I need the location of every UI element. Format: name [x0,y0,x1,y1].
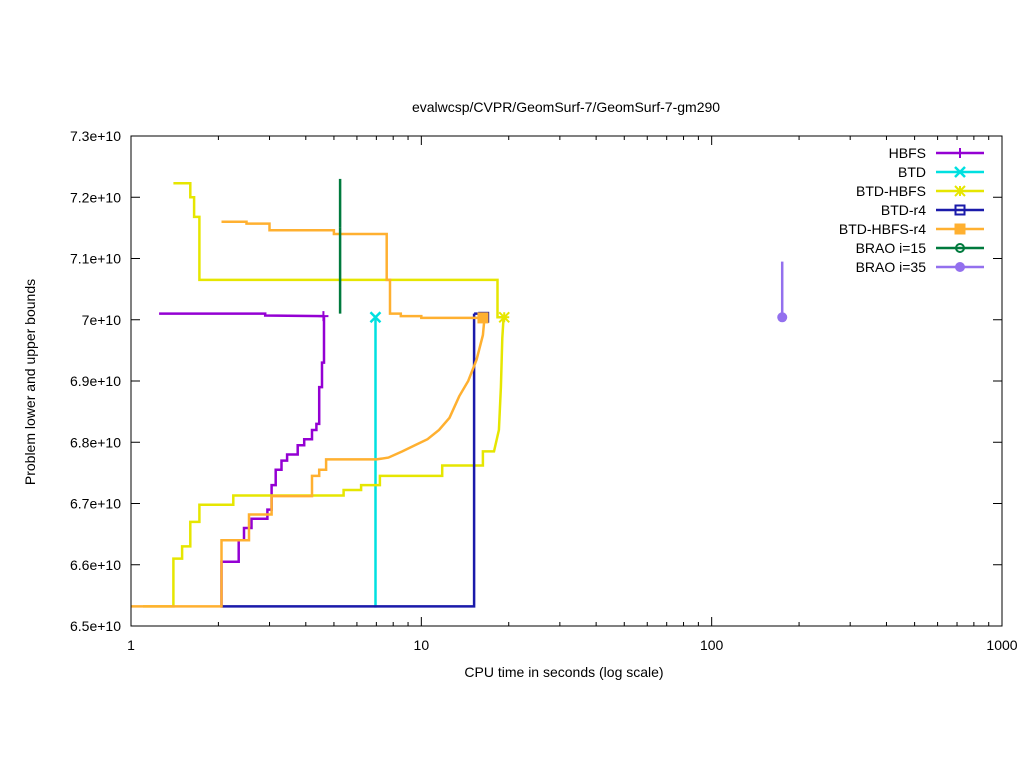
btd-hbfs-upper-bound-line [173,181,505,319]
legend-marker [955,243,965,253]
x-tick-label: 100 [700,637,724,653]
legend-item-brao-i-35: BRAO i=35 [856,259,984,275]
legend: HBFS BTD BTD-HBFS BTD-r4 BTD-HBFS-r4 BRAO i=1… [839,145,984,275]
y-tick-label: 6.7e+10 [70,496,121,512]
btd-hbfs-r4-end-marker [477,312,489,324]
series-btd-hbfs [143,181,510,608]
legend-marker [954,166,966,178]
series-brao-i-35 [777,261,788,323]
x-tick-label: 1000 [986,637,1017,653]
axis-tick-labels: 6.5e+10 6.6e+10 6.7e+10 6.8e+10 6.9e+10 7e+10… [70,128,1018,653]
legend-item-btd-hbfs-r4: BTD-HBFS-r4 [839,221,984,237]
x-axis-label: CPU time in seconds (log scale) [464,664,663,680]
legend-label: HBFS [889,145,926,161]
y-tick-label: 7.2e+10 [70,189,121,205]
series-btd-hbfs-r4 [131,220,489,608]
btd-hbfs-lower-bound-line [143,317,505,608]
btd-end-marker [369,311,382,324]
y-axis-label: Problem lower and upper bounds [22,279,38,485]
hbfs-upper-bound-line [159,312,324,318]
hbfs-end-marker [318,311,329,322]
btd-hbfs-end-marker [498,311,510,324]
y-tick-label: 6.6e+10 [70,557,121,573]
btd-hbfs-r4-upper-bound-line [221,220,483,320]
y-tick-label: 6.9e+10 [70,373,121,389]
legend-item-btd: BTD [898,164,984,180]
brao-i-35-end-marker [777,312,788,323]
plot-series [131,178,788,608]
legend-item-btd-hbfs: BTD-HBFS [856,183,984,199]
legend-item-brao-i-15: BRAO i=15 [856,240,984,256]
plot-frame [130,135,1003,627]
y-tick-label: 7.3e+10 [70,128,121,144]
y-tick-label: 7e+10 [82,312,122,328]
legend-marker [954,185,966,197]
legend-marker [954,204,966,216]
legend-item-btd-r4: BTD-r4 [881,202,984,218]
legend-label: BTD-HBFS-r4 [839,221,926,237]
legend-label: BRAO i=35 [856,259,927,275]
legend-marker [955,262,965,272]
btd-hbfs-r4-lower-bound-line [131,317,486,608]
y-tick-label: 7.1e+10 [70,251,121,267]
btd-r4-lower-bound-line [221,313,476,608]
series-btd [369,311,382,608]
chart-title: evalwcsp/CVPR/GeomSurf-7/GeomSurf-7-gm29… [412,99,720,115]
legend-label: BTD-HBFS [856,183,926,199]
x-tick-label: 10 [414,637,430,653]
y-tick-label: 6.5e+10 [70,618,121,634]
hbfs-lower-bound-line [220,316,326,608]
series-hbfs [159,311,329,608]
y-tick-label: 6.8e+10 [70,434,121,450]
legend-marker [955,148,965,158]
legend-item-hbfs: HBFS [889,145,984,161]
x-tick-label: 1 [127,637,135,653]
legend-label: BTD-r4 [881,202,926,218]
legend-label: BTD [898,164,926,180]
legend-label: BRAO i=15 [856,240,927,256]
legend-marker [954,223,966,235]
